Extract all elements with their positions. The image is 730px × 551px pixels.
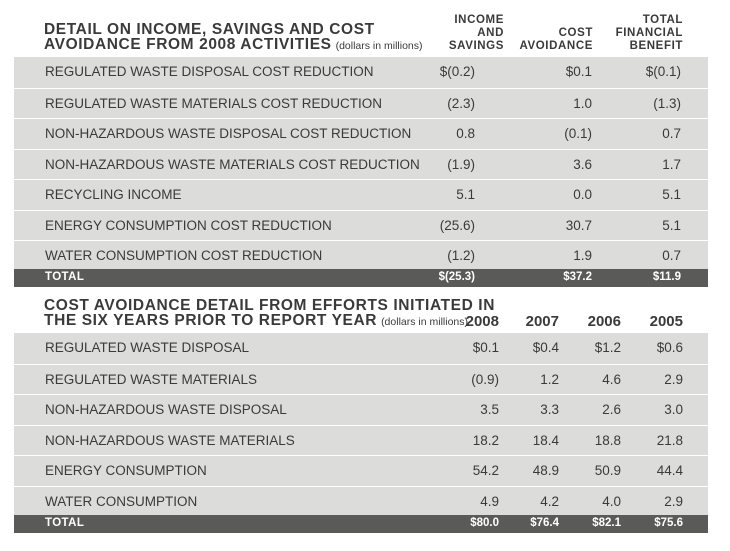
table-row: NON-HAZARDOUS WASTE MATERIALS 18.2 18.4 … (14, 424, 708, 456)
avoidance-value: 1.9 (573, 248, 592, 263)
value-2006: 2.6 (602, 402, 621, 417)
income-value: 5.1 (456, 187, 475, 202)
col-header-2008: 2008 (465, 313, 499, 330)
total-value: 5.1 (662, 187, 681, 202)
table-row: WATER CONSUMPTION 4.9 4.2 4.0 2.9 (14, 485, 708, 517)
value-2008: 3.5 (480, 402, 499, 417)
total-2007: $76.4 (530, 517, 559, 529)
row-label: WATER CONSUMPTION (45, 493, 198, 509)
value-2005: 3.0 (664, 402, 683, 417)
table2-title: COST AVOIDANCE DETAIL FROM EFFORTS INITI… (44, 298, 495, 330)
value-2007: 4.2 (540, 493, 559, 509)
row-label: RECYCLING INCOME (45, 187, 182, 202)
col-header-cost-avoidance: COST AVOIDANCE (519, 27, 593, 52)
table-row: REGULATED WASTE DISPOSAL COST REDUCTION … (14, 57, 708, 88)
row-label: REGULATED WASTE DISPOSAL COST REDUCTION (45, 64, 374, 79)
value-2005: 2.9 (664, 493, 683, 509)
avoidance-value: $0.1 (565, 64, 592, 79)
value-2007: $0.4 (532, 340, 559, 355)
table1-total-row: TOTAL $(25.3) $37.2 $11.9 (14, 269, 708, 287)
total-value: 0.7 (662, 248, 681, 263)
table-row: ENERGY CONSUMPTION COST REDUCTION (25.6)… (14, 209, 708, 241)
col-header-income-savings: INCOME AND SAVINGS (448, 14, 504, 52)
table1-title-line1: DETAIL ON INCOME, SAVINGS AND COST (44, 21, 375, 38)
avoidance-value: 3.6 (573, 156, 592, 172)
income-value: (1.2) (447, 248, 475, 263)
total-2005: $75.6 (654, 517, 683, 529)
table1-title-line2: AVOIDANCE FROM 2008 ACTIVITIES (44, 36, 332, 53)
col-header-2007: 2007 (525, 313, 559, 330)
avoidance-value: (0.1) (564, 126, 592, 141)
table-row: NON-HAZARDOUS WASTE MATERIALS COST REDUC… (14, 148, 708, 180)
value-2005: 44.4 (656, 463, 683, 478)
value-2006: 4.0 (602, 493, 621, 509)
col-header-2005: 2005 (649, 313, 683, 330)
value-2006: 50.9 (594, 463, 621, 478)
total-2006: $82.1 (592, 517, 621, 529)
row-label: ENERGY CONSUMPTION (45, 463, 207, 478)
total-label: TOTAL (45, 517, 85, 529)
value-2006: 4.6 (602, 371, 621, 387)
value-2005: 2.9 (664, 371, 683, 387)
income-value: (1.9) (447, 156, 475, 172)
income-value: $(0.2) (439, 64, 475, 79)
value-2007: 18.4 (532, 432, 559, 448)
table2-body: REGULATED WASTE DISPOSAL $0.1 $0.4 $1.2 … (14, 333, 708, 515)
col-header-total-financial-benefit: TOTAL FINANCIAL BENEFIT (615, 14, 683, 52)
row-label: REGULATED WASTE MATERIALS (45, 371, 258, 387)
value-2008: 54.2 (472, 463, 499, 478)
row-label: NON-HAZARDOUS WASTE DISPOSAL COST REDUCT… (45, 126, 412, 141)
total-value: (1.3) (653, 95, 681, 111)
total-income-value: $(25.3) (438, 271, 475, 283)
income-value: 0.8 (456, 126, 475, 141)
total-value: $(0.1) (645, 64, 681, 79)
row-label: ENERGY CONSUMPTION COST REDUCTION (45, 217, 332, 233)
table1-body: REGULATED WASTE DISPOSAL COST REDUCTION … (14, 57, 708, 269)
row-label: WATER CONSUMPTION COST REDUCTION (45, 248, 323, 263)
table-row: REGULATED WASTE MATERIALS (0.9) 1.2 4.6 … (14, 363, 708, 395)
value-2007: 3.3 (540, 402, 559, 417)
total-value: 1.7 (662, 156, 681, 172)
value-2008: 4.9 (480, 493, 499, 509)
row-label: REGULATED WASTE DISPOSAL (45, 340, 250, 355)
row-label: NON-HAZARDOUS WASTE MATERIALS (45, 432, 295, 448)
table-row: NON-HAZARDOUS WASTE DISPOSAL COST REDUCT… (14, 118, 708, 149)
table1-title: DETAIL ON INCOME, SAVINGS AND COST AVOID… (44, 22, 423, 54)
avoidance-value: 1.0 (573, 95, 592, 111)
col-header-2006: 2006 (587, 313, 621, 330)
table-row: REGULATED WASTE MATERIALS COST REDUCTION… (14, 87, 708, 119)
table2-title-line2: THE SIX YEARS PRIOR TO REPORT YEAR (44, 312, 378, 329)
total-value: 5.1 (662, 217, 681, 233)
value-2008: $0.1 (472, 340, 499, 355)
table2-title-line1: COST AVOIDANCE DETAIL FROM EFFORTS INITI… (44, 297, 495, 314)
value-2007: 48.9 (532, 463, 559, 478)
table-row: RECYCLING INCOME 5.1 0.0 5.1 (14, 179, 708, 210)
value-2005: $0.6 (656, 340, 683, 355)
value-2008: (0.9) (471, 371, 499, 387)
table-row: NON-HAZARDOUS WASTE DISPOSAL 3.5 3.3 2.6… (14, 394, 708, 425)
value-2008: 18.2 (472, 432, 499, 448)
avoidance-value: 0.0 (573, 187, 592, 202)
table1-title-note: (dollars in millions) (335, 40, 423, 52)
total-avoidance-value: $37.2 (563, 271, 592, 283)
table-row: WATER CONSUMPTION COST REDUCTION (1.2) 1… (14, 240, 708, 271)
row-label: NON-HAZARDOUS WASTE DISPOSAL (45, 402, 287, 417)
row-label: REGULATED WASTE MATERIALS COST REDUCTION (45, 95, 383, 111)
income-value: (2.3) (447, 95, 475, 111)
value-2006: $1.2 (594, 340, 621, 355)
income-value: (25.6) (439, 217, 475, 233)
total-benefit-value: $11.9 (652, 271, 681, 283)
row-label: NON-HAZARDOUS WASTE MATERIALS COST REDUC… (45, 156, 420, 172)
table-row: ENERGY CONSUMPTION 54.2 48.9 50.9 44.4 (14, 455, 708, 486)
value-2006: 18.8 (594, 432, 621, 448)
total-2008: $80.0 (470, 517, 499, 529)
table2-total-row: TOTAL $80.0 $76.4 $82.1 $75.6 (14, 515, 708, 533)
value-2007: 1.2 (540, 371, 559, 387)
table-row: REGULATED WASTE DISPOSAL $0.1 $0.4 $1.2 … (14, 333, 708, 364)
total-label: TOTAL (45, 271, 85, 283)
total-value: 0.7 (662, 126, 681, 141)
value-2005: 21.8 (656, 432, 683, 448)
avoidance-value: 30.7 (565, 217, 592, 233)
table2-title-note: (dollars in millions) (381, 316, 469, 328)
